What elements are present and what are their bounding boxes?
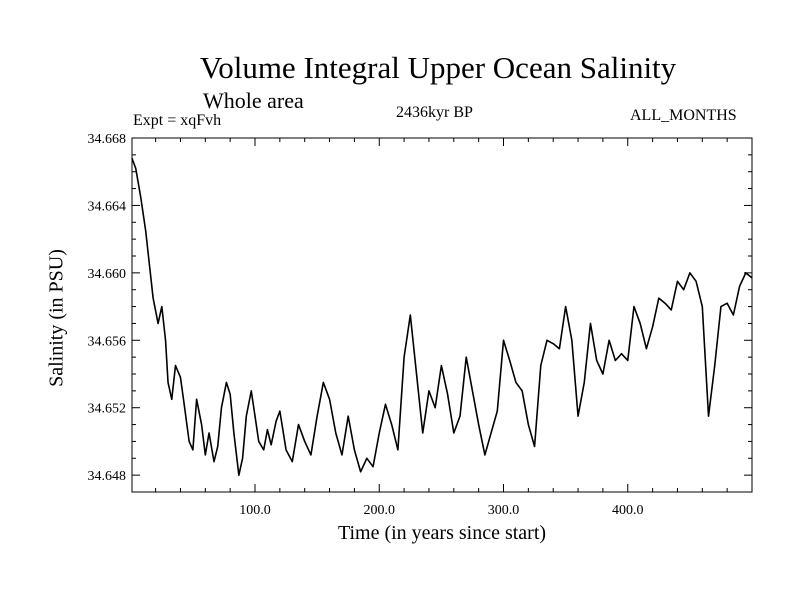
x-tick-label: 100.0 [239, 503, 271, 518]
y-tick-label: 34.664 [88, 199, 127, 214]
x-axis: 100.0 200.0 300.0 400.0 [155, 138, 728, 518]
period-label: 2436kyr BP [396, 104, 473, 121]
x-axis-label: Time (in years since start) [337, 522, 547, 544]
y-tick-label: 34.656 [88, 334, 127, 349]
y-tick-label: 34.648 [88, 469, 127, 484]
x-tick-label: 400.0 [612, 503, 644, 518]
x-tick-label: 200.0 [364, 503, 396, 518]
experiment-label: Expt = xqFvh [133, 112, 222, 129]
salinity-series-line [131, 157, 753, 476]
months-label: ALL_MONTHS [630, 107, 737, 124]
plot-frame [131, 137, 753, 493]
chart-subtitle: Whole area [203, 88, 304, 113]
chart-title: Volume Integral Upper Ocean Salinity [199, 50, 677, 85]
y-tick-label: 34.668 [88, 132, 127, 147]
y-tick-label: 34.652 [88, 402, 127, 417]
y-tick-label: 34.660 [88, 267, 127, 282]
y-axis: 34.648 34.652 34.656 34.660 34.664 34.668 [88, 132, 752, 493]
x-tick-label: 300.0 [488, 503, 520, 518]
